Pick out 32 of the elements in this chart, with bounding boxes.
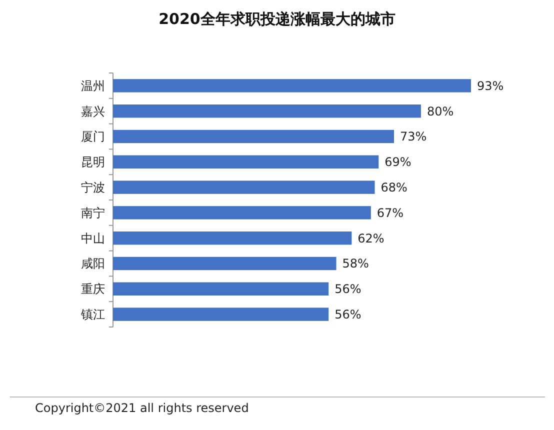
data-label: 80% xyxy=(426,104,454,118)
data-label: 67% xyxy=(376,206,404,220)
bar xyxy=(113,231,352,245)
y-tick-label: 镇江 xyxy=(80,308,105,322)
chart-title: 2020全年求职投递涨幅最大的城市 xyxy=(158,10,396,28)
data-label: 69% xyxy=(384,155,412,170)
bar xyxy=(113,308,329,321)
y-tick-label: 宁波 xyxy=(81,180,105,194)
y-tick-label: 温州 xyxy=(81,78,105,93)
bar xyxy=(113,282,329,296)
y-tick-label: 南宁 xyxy=(81,206,105,220)
y-tick-label: 厦门 xyxy=(81,130,105,144)
bar xyxy=(113,79,471,92)
y-tick-label: 嘉兴 xyxy=(81,104,105,118)
y-tick-label: 咸阳 xyxy=(81,256,105,271)
data-label: 58% xyxy=(342,256,369,271)
bar xyxy=(113,155,379,169)
data-label: 62% xyxy=(358,231,384,246)
y-tick-label: 昆明 xyxy=(81,155,105,170)
data-label: 68% xyxy=(380,180,408,194)
data-label: 56% xyxy=(334,308,362,322)
bar xyxy=(113,206,371,220)
text: Copyright©2021 all rights reserved xyxy=(35,401,249,415)
bar xyxy=(113,180,375,194)
bar xyxy=(113,130,394,144)
y-tick-label: 重庆 xyxy=(81,282,105,296)
data-label: 73% xyxy=(400,130,427,144)
bar xyxy=(113,104,421,118)
bar xyxy=(113,256,336,270)
data-label: 93% xyxy=(477,78,504,93)
data-label: 56% xyxy=(334,282,362,296)
y-tick-label: 中山 xyxy=(81,231,105,246)
